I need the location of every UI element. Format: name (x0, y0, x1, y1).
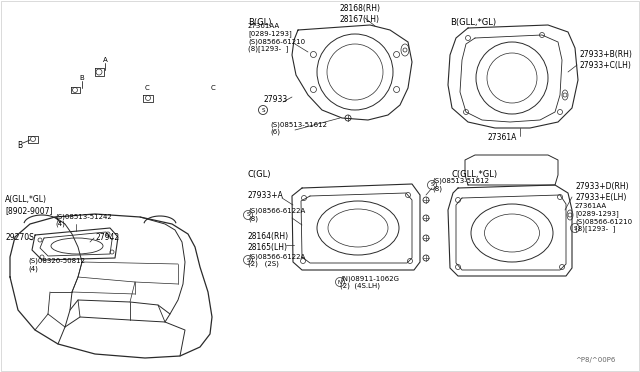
Text: N: N (338, 279, 342, 285)
Text: ^P8/^00P6: ^P8/^00P6 (575, 357, 616, 363)
Text: 28168(RH)
28167(LH): 28168(RH) 28167(LH) (340, 4, 381, 24)
Text: B(GLL,*GL): B(GLL,*GL) (450, 17, 496, 26)
Text: S: S (246, 257, 250, 263)
Text: (S)08513-51242
(4): (S)08513-51242 (4) (55, 213, 112, 227)
Text: 27933: 27933 (263, 96, 287, 105)
Text: 27942: 27942 (95, 232, 119, 241)
Text: A: A (102, 57, 108, 63)
Text: C: C (145, 85, 149, 91)
Text: S: S (246, 212, 250, 218)
Text: (S)08566-6122A
(2)   (2S): (S)08566-6122A (2) (2S) (248, 253, 305, 267)
Text: C(GL): C(GL) (248, 170, 271, 180)
Text: 29270S: 29270S (5, 234, 34, 243)
Text: (S)08566-6122A
(8): (S)08566-6122A (8) (248, 208, 305, 222)
Text: 27361AA
[0289-1293]
(S)08566-61210
(8)[1293-  ]: 27361AA [0289-1293] (S)08566-61210 (8)[1… (248, 23, 305, 52)
Text: C: C (211, 85, 216, 91)
Text: 28164(RH)
28165(LH): 28164(RH) 28165(LH) (248, 232, 289, 252)
Text: 27361AA
[0289-1293]
(S)08566-61210
(8)[1293-  ]: 27361AA [0289-1293] (S)08566-61210 (8)[1… (575, 203, 632, 232)
Text: 27933+A: 27933+A (248, 190, 284, 199)
Text: S: S (430, 183, 434, 187)
Text: (S)08320-50812
(4): (S)08320-50812 (4) (28, 258, 85, 272)
Text: A(GLL,*GL)
[8902-9007]: A(GLL,*GL) [8902-9007] (5, 195, 52, 215)
Text: B(GL): B(GL) (248, 17, 271, 26)
Text: B: B (79, 75, 84, 81)
Text: (S)08513-51612
(6): (S)08513-51612 (6) (270, 121, 327, 135)
Text: C(GLL,*GL): C(GLL,*GL) (452, 170, 498, 180)
Text: 27933+D(RH)
27933+E(LH): 27933+D(RH) 27933+E(LH) (575, 182, 628, 202)
Text: B: B (17, 141, 22, 150)
Text: (S)08513-51612
(8): (S)08513-51612 (8) (432, 178, 489, 192)
Text: S: S (573, 225, 577, 231)
Text: (N)08911-1062G
(2)  (4S.LH): (N)08911-1062G (2) (4S.LH) (340, 275, 399, 289)
Text: 27361A: 27361A (488, 134, 517, 142)
Text: 27933+B(RH)
27933+C(LH): 27933+B(RH) 27933+C(LH) (580, 50, 633, 70)
Text: S: S (261, 108, 265, 112)
